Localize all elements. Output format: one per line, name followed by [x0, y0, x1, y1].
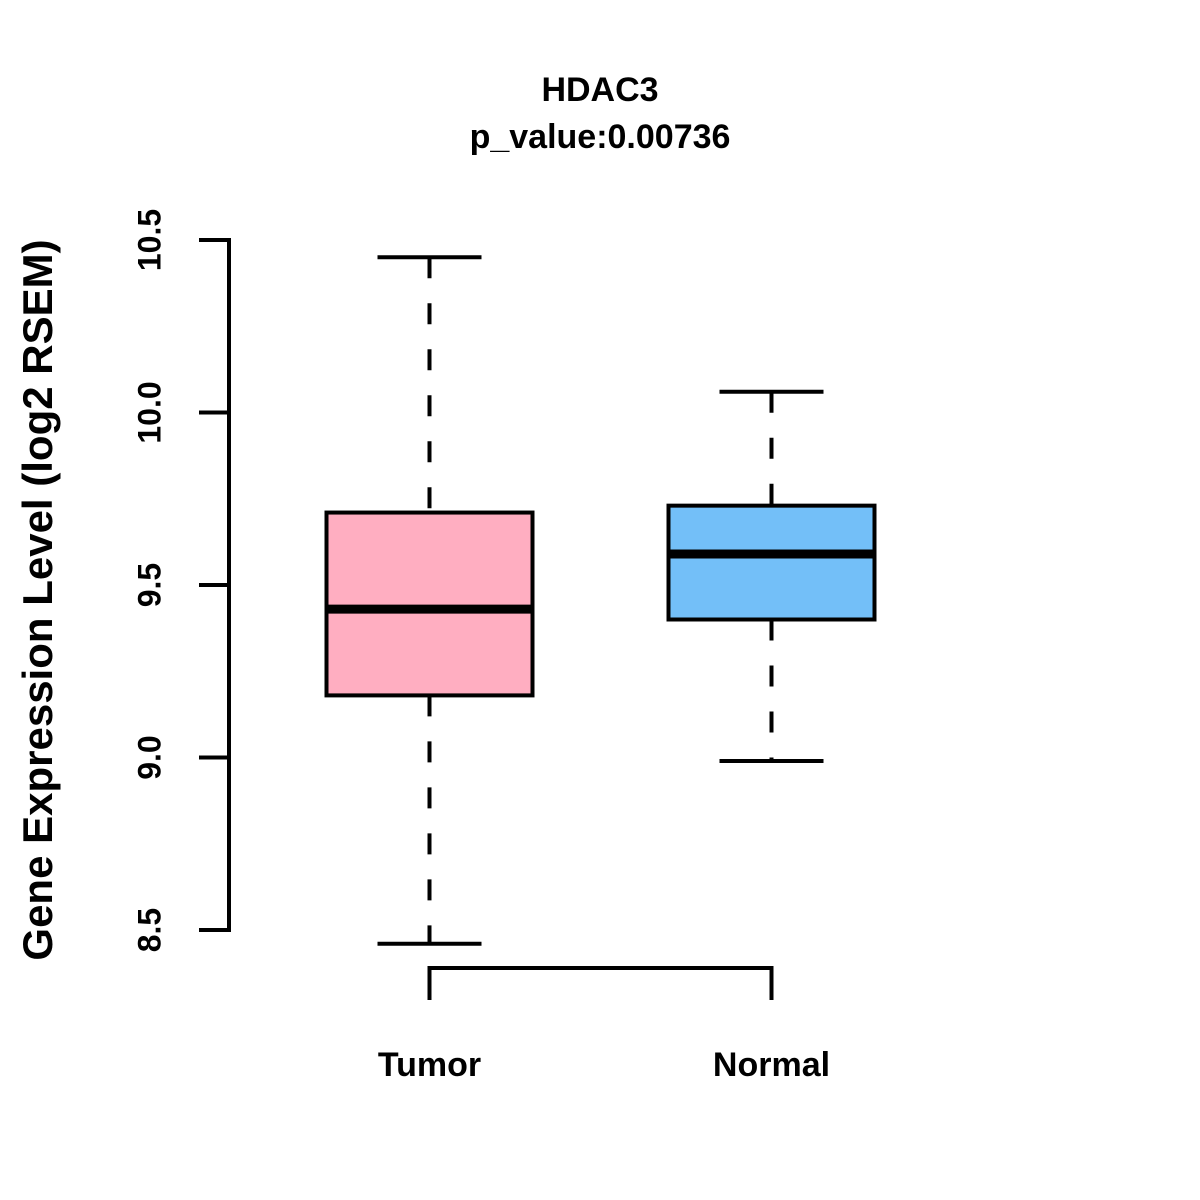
- p-value-subtitle: p_value:0.00736: [469, 118, 731, 157]
- y-tick-label-10.0: 10.0: [131, 381, 167, 443]
- x-category-label-normal: Normal: [713, 1046, 830, 1084]
- y-tick-label-9.5: 9.5: [131, 563, 167, 607]
- x-category-label-tumor: Tumor: [378, 1046, 481, 1084]
- normal-box: [666, 503, 877, 622]
- title-block: HDAC3 p_value:0.00736: [0, 71, 1200, 157]
- y-tick-label-8.5: 8.5: [131, 908, 167, 952]
- tumor-box: [324, 510, 535, 698]
- chart-title: HDAC3: [541, 71, 659, 109]
- y-tick-label-9.0: 9.0: [131, 735, 167, 779]
- y-tick-label-10.5: 10.5: [131, 209, 167, 271]
